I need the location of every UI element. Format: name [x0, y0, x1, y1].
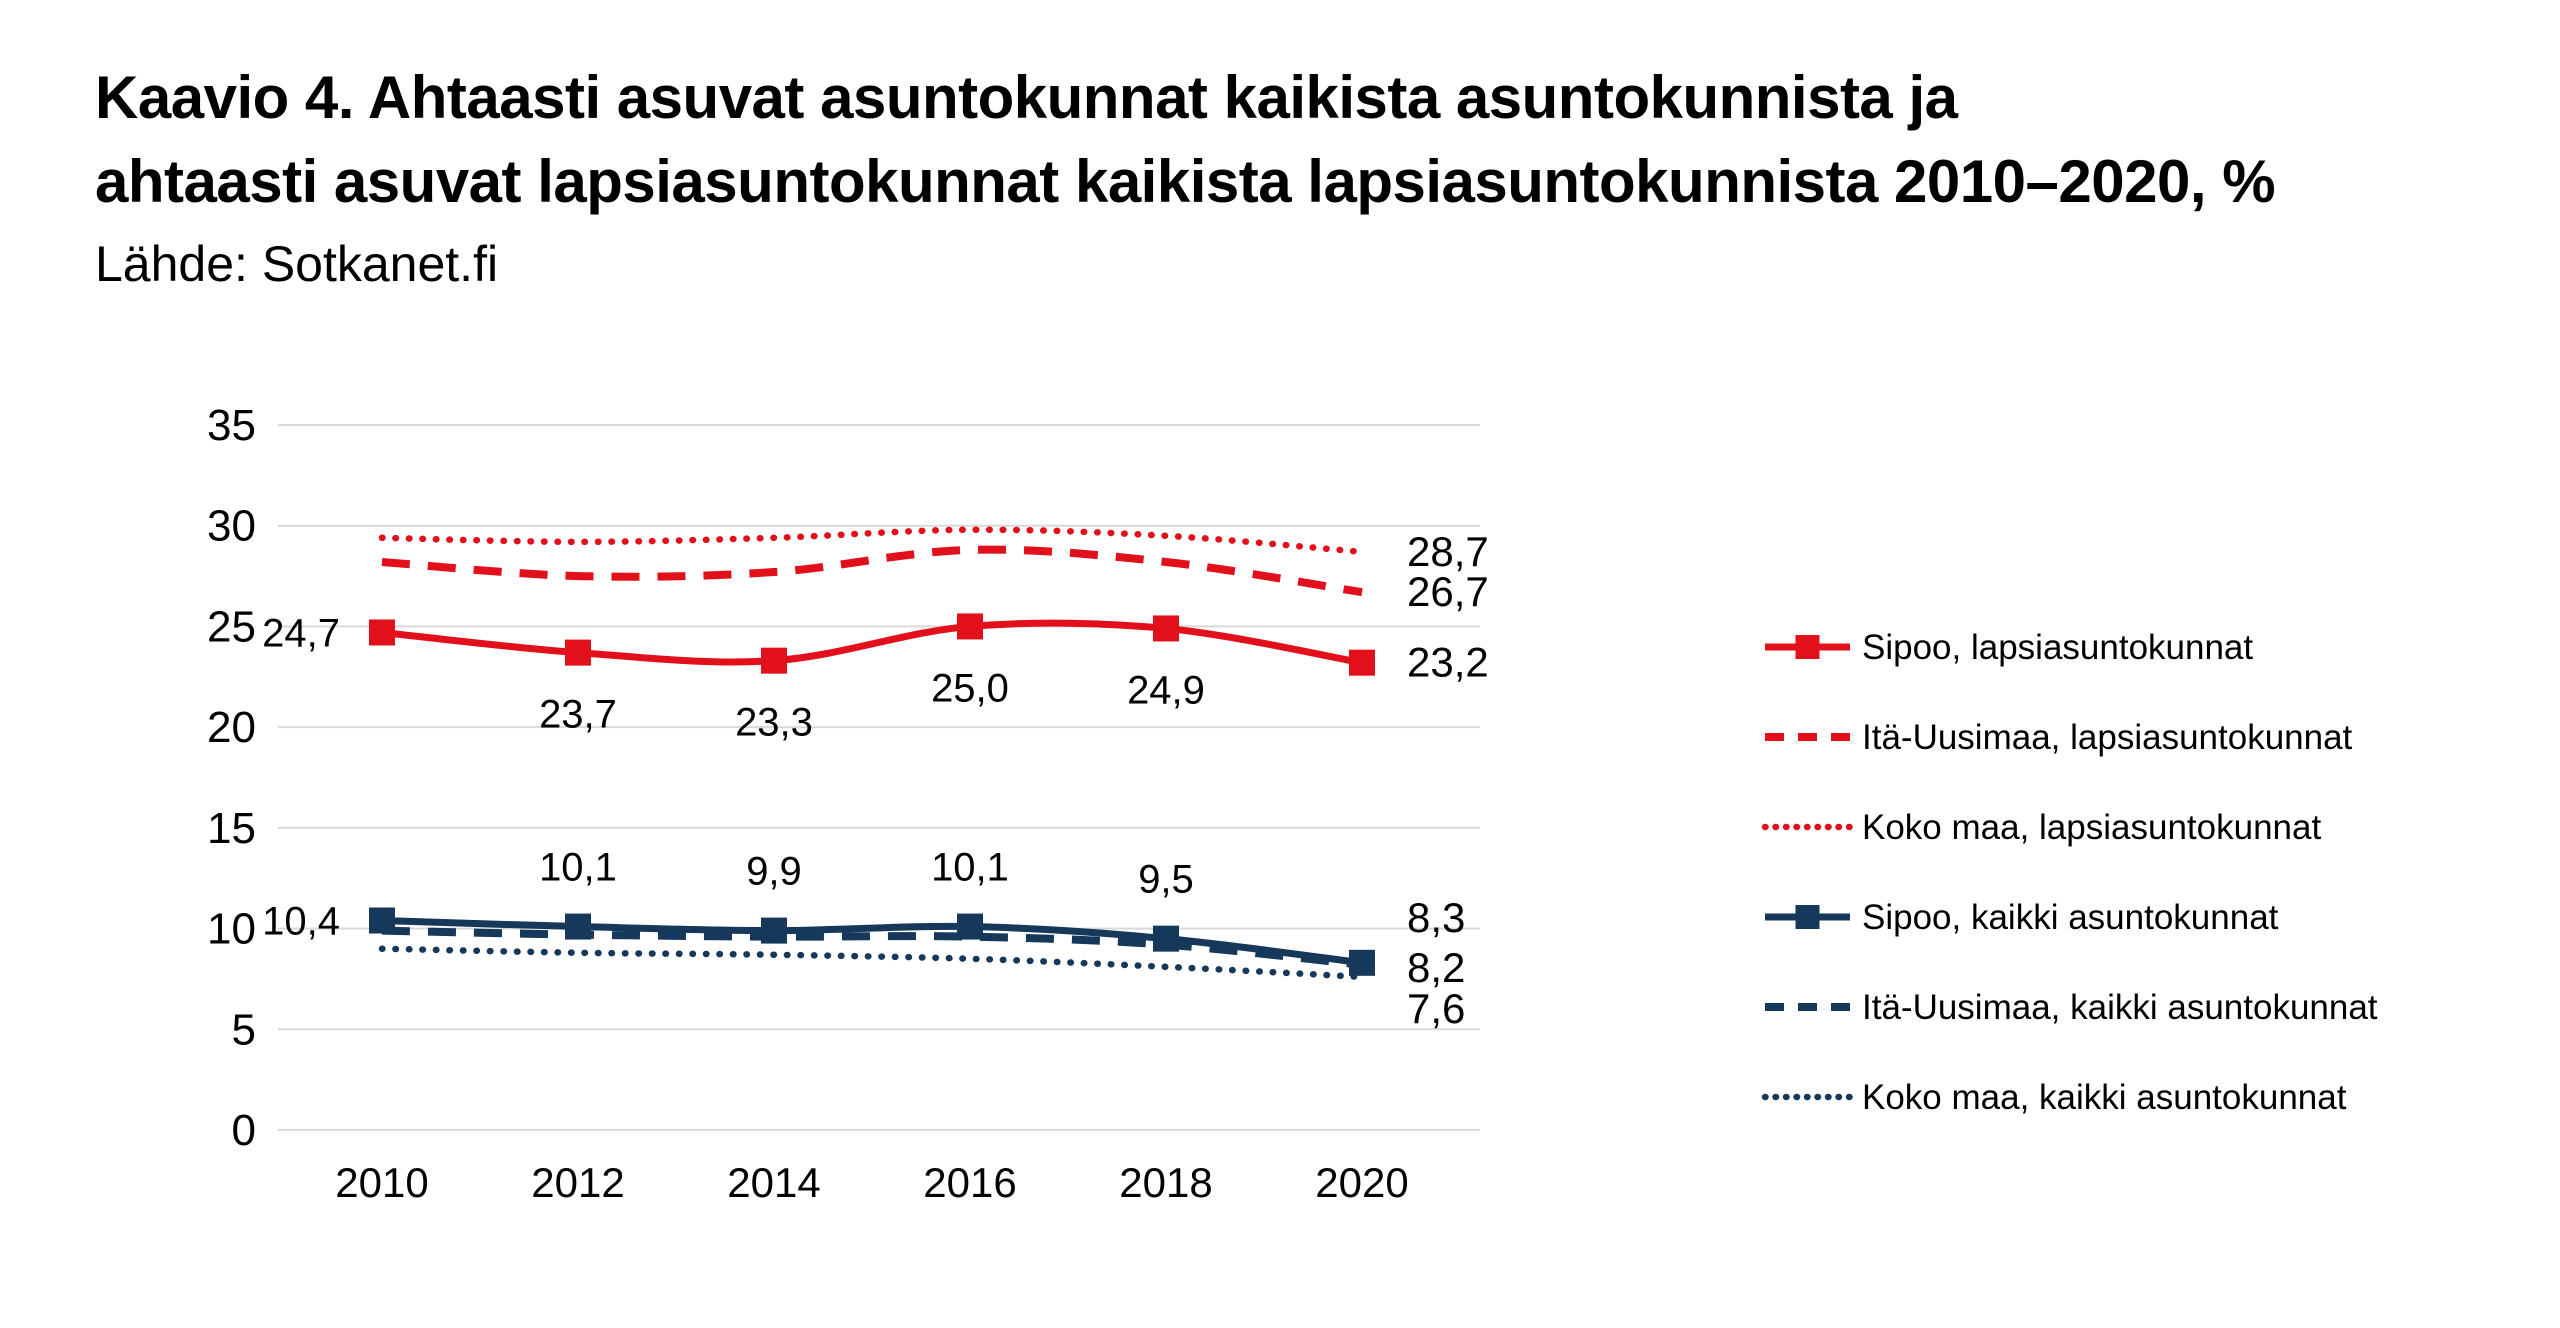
- end-label: 8,2: [1407, 944, 1465, 991]
- legend-label-4: Itä-Uusimaa, kaikki asuntokunnat: [1862, 988, 2378, 1027]
- series-line-2: [378, 526, 1366, 556]
- x-tick-label-2010: 2010: [335, 1159, 428, 1206]
- series-line-3: [381, 917, 1363, 967]
- x-tick-label-2016: 2016: [923, 1159, 1016, 1206]
- x-tick-label-2012: 2012: [531, 1159, 624, 1206]
- legend-label-1: Itä-Uusimaa, lapsiasuntokunnat: [1862, 718, 2353, 757]
- data-label: 9,9: [746, 850, 802, 894]
- series-0-marker-2010: [369, 619, 395, 646]
- series-line-5: [378, 945, 1366, 981]
- x-tick-label-2018: 2018: [1119, 1159, 1212, 1206]
- y-tick-label-15: 15: [207, 804, 256, 853]
- x-tick-label-2014: 2014: [727, 1159, 820, 1206]
- data-label: 10,1: [539, 846, 617, 890]
- legend-label-0: Sipoo, lapsiasuntokunnat: [1862, 628, 2253, 667]
- data-label: 23,3: [735, 701, 813, 745]
- legend-marker-0: [1795, 635, 1820, 659]
- y-tick-label-30: 30: [207, 502, 256, 551]
- end-label: 28,7: [1407, 528, 1489, 575]
- y-tick-label-0: 0: [232, 1106, 256, 1155]
- end-label: 26,7: [1407, 568, 1489, 615]
- chart-title-line2: ahtaasti asuvat lapsiasuntokunnat kaikis…: [95, 148, 2276, 215]
- series-line-0: [381, 619, 1363, 667]
- y-tick-label-35: 35: [207, 401, 256, 450]
- data-label: 23,7: [539, 693, 617, 737]
- y-tick-label-5: 5: [232, 1005, 256, 1054]
- x-tick-label-2020: 2020: [1315, 1159, 1408, 1206]
- y-tick-label-10: 10: [207, 905, 256, 954]
- series-0-marker-2018: [1153, 615, 1179, 642]
- data-label: 8,3: [1407, 894, 1465, 941]
- data-label: 23,2: [1407, 639, 1489, 686]
- chart-source: Lähde: Sotkanet.fi: [95, 236, 499, 292]
- data-label: 24,9: [1127, 668, 1205, 712]
- legend-label-2: Koko maa, lapsiasuntokunnat: [1862, 808, 2321, 847]
- legend-label-5: Koko maa, kaikki asuntokunnat: [1862, 1078, 2347, 1117]
- data-label: 10,4: [262, 900, 340, 944]
- series-0-marker-2012: [565, 639, 591, 666]
- title-block: Kaavio 4. Ahtaasti asuvat asuntokunnat k…: [95, 56, 2276, 294]
- data-label: 24,7: [262, 611, 340, 655]
- series-0-marker-2020: [1349, 649, 1375, 676]
- legend-label-3: Sipoo, kaikki asuntokunnat: [1862, 898, 2279, 937]
- series-0-marker-2016: [957, 613, 983, 640]
- chart-title-line1: Kaavio 4. Ahtaasti asuvat asuntokunnat k…: [95, 64, 1958, 131]
- series-line-1: [381, 545, 1363, 597]
- y-tick-label-20: 20: [207, 703, 256, 752]
- data-label: 9,5: [1138, 858, 1194, 902]
- series-0-marker-2014: [761, 647, 787, 674]
- data-label: 25,0: [931, 666, 1009, 710]
- end-label: 7,6: [1407, 985, 1465, 1032]
- legend-marker-3: [1795, 905, 1820, 929]
- data-label: 10,1: [931, 846, 1009, 890]
- y-tick-label-25: 25: [207, 602, 256, 651]
- series-line-4: [381, 926, 1363, 969]
